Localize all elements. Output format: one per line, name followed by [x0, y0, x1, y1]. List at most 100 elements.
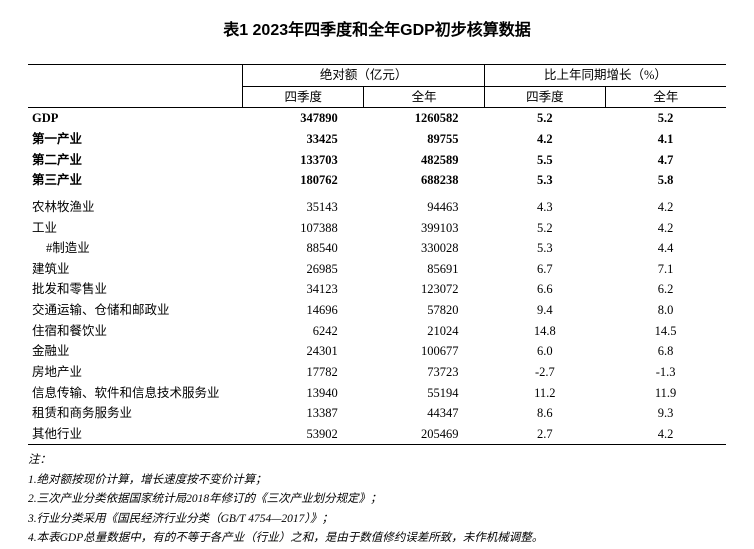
cell-q4-growth: 5.2 [484, 108, 605, 129]
row-label: 租赁和商务服务业 [28, 403, 243, 424]
row-label: 批发和零售业 [28, 279, 243, 300]
header-group-absolute: 绝对额（亿元） [243, 65, 485, 87]
cell-year-growth: 6.8 [605, 341, 726, 362]
row-label: 交通运输、仓储和邮政业 [28, 300, 243, 321]
cell-year-growth: -1.3 [605, 362, 726, 383]
footnotes: 注： 1.绝对额按现价计算，增长速度按不变价计算； 2.三次产业分类依据国家统计… [28, 451, 726, 549]
cell-q4-growth: 2.7 [484, 424, 605, 445]
cell-q4-growth: 5.3 [484, 238, 605, 259]
cell-year-growth: 6.2 [605, 279, 726, 300]
cell-year-abs: 89755 [364, 129, 485, 150]
row-label: #制造业 [28, 238, 243, 259]
cell-year-abs: 123072 [364, 279, 485, 300]
cell-q4-growth: 14.8 [484, 321, 605, 342]
cell-year-growth: 4.2 [605, 217, 726, 238]
cell-year-growth: 4.1 [605, 129, 726, 150]
cell-year-abs: 44347 [364, 403, 485, 424]
cell-year-abs: 1260582 [364, 108, 485, 129]
row-label: 第二产业 [28, 150, 243, 171]
note-1: 1.绝对额按现价计算，增长速度按不变价计算； [28, 471, 726, 491]
table-row: 交通运输、仓储和邮政业14696578209.48.0 [28, 300, 726, 321]
table-title: 表1 2023年四季度和全年GDP初步核算数据 [28, 16, 726, 40]
cell-q4-abs: 180762 [243, 170, 364, 191]
cell-year-growth: 4.2 [605, 424, 726, 445]
cell-year-growth: 11.9 [605, 382, 726, 403]
row-label: 其他行业 [28, 424, 243, 445]
row-label: 第三产业 [28, 170, 243, 191]
cell-year-growth: 5.2 [605, 108, 726, 129]
cell-year-abs: 205469 [364, 424, 485, 445]
table-row: #制造业885403300285.34.4 [28, 238, 726, 259]
cell-year-growth: 4.7 [605, 150, 726, 171]
header-year-growth: 全年 [605, 86, 726, 108]
cell-q4-abs: 13940 [243, 382, 364, 403]
row-label: 建筑业 [28, 259, 243, 280]
row-label: 信息传输、软件和信息技术服务业 [28, 382, 243, 403]
table-row: 第三产业1807626882385.35.8 [28, 170, 726, 191]
table-row: 第二产业1337034825895.54.7 [28, 150, 726, 171]
cell-year-abs: 399103 [364, 217, 485, 238]
table-row: 其他行业539022054692.74.2 [28, 424, 726, 445]
row-label: 金融业 [28, 341, 243, 362]
cell-year-abs: 330028 [364, 238, 485, 259]
cell-q4-abs: 35143 [243, 197, 364, 218]
cell-year-growth: 14.5 [605, 321, 726, 342]
cell-q4-growth: 8.6 [484, 403, 605, 424]
table-row: 批发和零售业341231230726.66.2 [28, 279, 726, 300]
row-label: 房地产业 [28, 362, 243, 383]
row-label: 第一产业 [28, 129, 243, 150]
cell-q4-growth: 6.0 [484, 341, 605, 362]
note-3: 3.行业分类采用《国民经济行业分类（GB/T 4754—2017）》； [28, 510, 726, 530]
table-row: 金融业243011006776.06.8 [28, 341, 726, 362]
cell-year-abs: 100677 [364, 341, 485, 362]
cell-q4-abs: 6242 [243, 321, 364, 342]
row-label: GDP [28, 108, 243, 129]
note-4: 4.本表GDP总量数据中，有的不等于各产业（行业）之和，是由于数值修约误差所致，… [28, 529, 726, 549]
header-empty [28, 65, 243, 108]
table-row: 租赁和商务服务业13387443478.69.3 [28, 403, 726, 424]
cell-q4-abs: 53902 [243, 424, 364, 445]
header-q4-abs: 四季度 [243, 86, 364, 108]
cell-q4-growth: 4.2 [484, 129, 605, 150]
cell-q4-growth: 5.5 [484, 150, 605, 171]
header-q4-growth: 四季度 [484, 86, 605, 108]
table-row: 住宿和餐饮业62422102414.814.5 [28, 321, 726, 342]
cell-q4-growth: 6.7 [484, 259, 605, 280]
cell-q4-growth: -2.7 [484, 362, 605, 383]
cell-q4-growth: 9.4 [484, 300, 605, 321]
cell-year-abs: 94463 [364, 197, 485, 218]
cell-q4-abs: 107388 [243, 217, 364, 238]
cell-q4-abs: 33425 [243, 129, 364, 150]
cell-q4-abs: 24301 [243, 341, 364, 362]
cell-q4-abs: 88540 [243, 238, 364, 259]
cell-q4-abs: 26985 [243, 259, 364, 280]
main-rows: GDP34789012605825.25.2第一产业33425897554.24… [28, 108, 726, 191]
table-row: 房地产业1778273723-2.7-1.3 [28, 362, 726, 383]
header-year-abs: 全年 [364, 86, 485, 108]
cell-year-growth: 4.4 [605, 238, 726, 259]
row-label: 住宿和餐饮业 [28, 321, 243, 342]
row-label: 工业 [28, 217, 243, 238]
cell-q4-abs: 13387 [243, 403, 364, 424]
cell-year-abs: 57820 [364, 300, 485, 321]
cell-q4-growth: 11.2 [484, 382, 605, 403]
table-row: 信息传输、软件和信息技术服务业139405519411.211.9 [28, 382, 726, 403]
cell-q4-growth: 6.6 [484, 279, 605, 300]
cell-year-abs: 73723 [364, 362, 485, 383]
table-row: 工业1073883991035.24.2 [28, 217, 726, 238]
cell-year-abs: 482589 [364, 150, 485, 171]
cell-year-abs: 688238 [364, 170, 485, 191]
cell-q4-growth: 5.2 [484, 217, 605, 238]
table-row: 建筑业26985856916.77.1 [28, 259, 726, 280]
cell-year-abs: 55194 [364, 382, 485, 403]
cell-year-abs: 85691 [364, 259, 485, 280]
cell-q4-growth: 5.3 [484, 170, 605, 191]
cell-q4-abs: 14696 [243, 300, 364, 321]
header-group-growth: 比上年同期增长（%） [484, 65, 726, 87]
table-row: GDP34789012605825.25.2 [28, 108, 726, 129]
gdp-table: 绝对额（亿元） 比上年同期增长（%） 四季度 全年 四季度 全年 GDP3478… [28, 64, 726, 445]
cell-year-growth: 7.1 [605, 259, 726, 280]
cell-year-abs: 21024 [364, 321, 485, 342]
cell-q4-abs: 34123 [243, 279, 364, 300]
cell-year-growth: 5.8 [605, 170, 726, 191]
